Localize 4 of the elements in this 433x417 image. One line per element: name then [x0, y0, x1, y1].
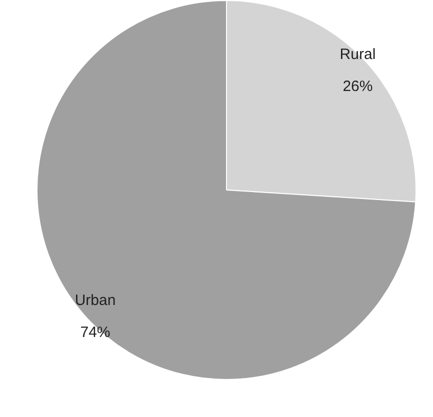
data-label: 74% [80, 324, 110, 342]
data-label: 26% [342, 78, 373, 95]
slice-label: Urban [74, 292, 116, 310]
slice-label: Rural [340, 46, 376, 63]
